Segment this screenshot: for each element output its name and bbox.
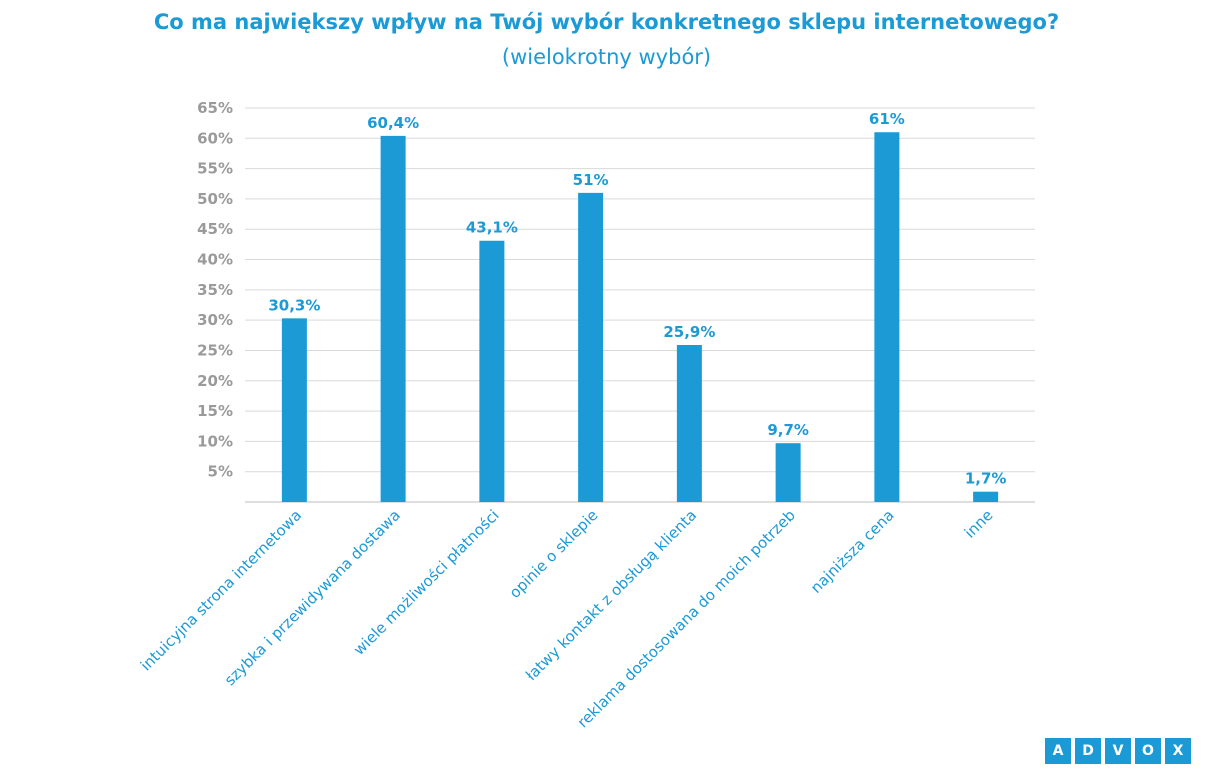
value-label: 61% <box>869 110 905 128</box>
chart-title: Co ma największy wpływ na Twój wybór kon… <box>153 10 1060 34</box>
y-tick-label: 15% <box>197 402 233 420</box>
chart-subtitle: (wielokrotny wybór) <box>501 45 712 69</box>
value-label: 60,4% <box>367 114 419 132</box>
bar <box>578 192 604 502</box>
y-tick-label: 40% <box>197 251 233 269</box>
y-tick-label: 45% <box>197 220 233 238</box>
y-tick-label: 5% <box>208 463 233 481</box>
gridlines <box>245 107 1035 503</box>
value-label: 25,9% <box>663 323 715 341</box>
y-tick-label: 30% <box>197 311 233 329</box>
category-label: inne <box>961 506 997 542</box>
category-label: intuicyjna strona internetowa <box>137 506 305 674</box>
bar <box>775 443 801 502</box>
y-tick-label: 25% <box>197 341 233 359</box>
y-tick-label: 35% <box>197 281 233 299</box>
category-label: opinie o sklepie <box>506 506 602 602</box>
y-tick-label: 20% <box>197 372 233 390</box>
y-tick-label: 65% <box>197 99 233 117</box>
bar <box>281 318 307 502</box>
value-label: 30,3% <box>268 296 320 314</box>
bar <box>380 135 406 503</box>
value-labels: 30,3% 60,4% 43,1% 51% 25,9% 9,7% 61% 1,7% <box>268 110 1006 487</box>
category-label: najniższa cena <box>807 506 898 597</box>
y-tick-label: 10% <box>197 432 233 450</box>
value-label: 1,7% <box>965 470 1007 488</box>
value-label: 43,1% <box>466 219 518 237</box>
y-tick-label: 55% <box>197 160 233 178</box>
value-label: 9,7% <box>767 421 809 439</box>
value-label: 51% <box>573 171 609 189</box>
bar <box>973 491 999 502</box>
logo-letter: X <box>1165 738 1191 764</box>
category-label: reklama dostosowana do moich potrzeb <box>574 506 799 731</box>
bars <box>281 132 999 503</box>
bar <box>479 240 505 503</box>
y-axis-ticks: 5% 10% 15% 20% 25% 30% 35% 40% 45% 50% 55% 60% 65% <box>197 99 233 481</box>
advox-logo: A D V O X <box>1045 738 1191 764</box>
logo-letter: V <box>1105 738 1131 764</box>
logo-letter: A <box>1045 738 1071 764</box>
logo-letter: D <box>1075 738 1101 764</box>
logo-letter: O <box>1135 738 1161 764</box>
y-tick-label: 50% <box>197 190 233 208</box>
bar <box>874 132 900 502</box>
category-label: szybka i przewidywana dostawa <box>221 506 404 689</box>
category-label: łatwy kontakt z obsługą klienta <box>522 506 700 684</box>
bar <box>676 345 702 502</box>
y-tick-label: 60% <box>197 129 233 147</box>
